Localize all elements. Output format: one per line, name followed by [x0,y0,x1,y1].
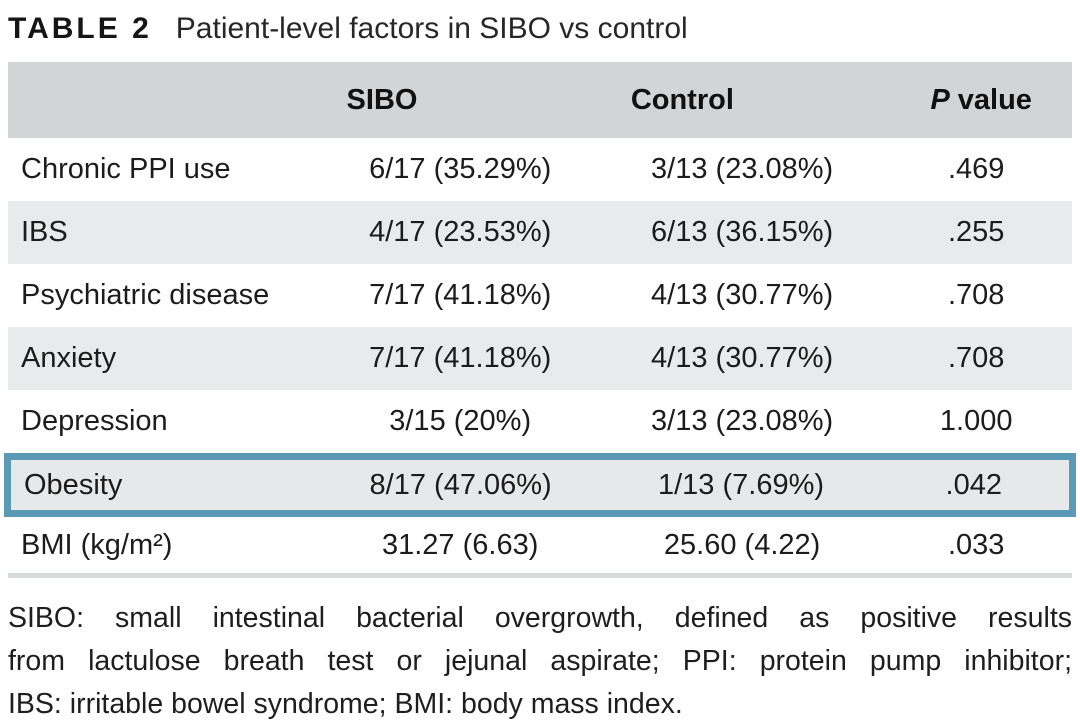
table-row-bmi: BMI (kg/m²) 31.27 (6.63) 25.60 (4.22) .0… [8,517,1072,573]
table-row-anxiety: Anxiety 7/17 (41.18%) 4/13 (30.77%) .708 [8,327,1072,390]
row-label: Chronic PPI use [21,153,231,185]
table-number-label: TABLE 2 [8,12,152,45]
p-value: .255 [947,216,1005,248]
sibo-value: 7/17 (41.18%) [369,342,552,374]
table-row-chronic-ppi-use: Chronic PPI use 6/17 (35.29%) 3/13 (23.0… [8,138,1072,201]
table-row-obesity-highlighted: Obesity 8/17 (47.06%) 1/13 (7.69%) .042 [4,453,1076,517]
table-footnote: SIBO: small intestinal bacterial overgro… [8,597,1072,726]
header-p-rest: value [957,83,1032,116]
control-value: 6/13 (36.15%) [651,216,834,248]
control-value: 1/13 (7.69%) [657,468,825,501]
p-value: .033 [947,528,1005,561]
sibo-value: 4/17 (23.53%) [369,216,552,248]
table-row-psychiatric-disease: Psychiatric disease 7/17 (41.18%) 4/13 (… [8,264,1072,327]
p-value: .469 [947,153,1005,185]
table-caption: Patient-level factors in SIBO vs control [175,12,688,45]
sibo-value: 3/15 (20%) [389,405,532,437]
row-label: Psychiatric disease [21,279,270,311]
table-row-ibs: IBS 4/17 (23.53%) 6/13 (36.15%) .255 [8,201,1072,264]
footnote-line: IBS: irritable bowel syndrome; BMI: body… [8,688,683,720]
header-p-italic: P [930,83,950,116]
row-label: IBS [21,216,68,248]
row-label: Anxiety [21,342,117,374]
p-value: .708 [947,279,1005,311]
header-control: Control [630,83,734,116]
p-value: .042 [945,468,1002,501]
table-bottom-rule [8,573,1072,578]
table-row-depression: Depression 3/15 (20%) 3/13 (23.08%) 1.00… [8,390,1072,453]
control-value: 3/13 (23.08%) [651,405,834,437]
p-value: 1.000 [939,405,1013,437]
sibo-value: 6/17 (35.29%) [369,153,552,185]
sibo-value: 8/17 (47.06%) [369,468,552,501]
sibo-value: 7/17 (41.18%) [369,279,552,311]
table-title: TABLE 2 Patient-level factors in SIBO vs… [8,10,1080,48]
row-label: Obesity [24,468,123,501]
p-value: .708 [947,342,1005,374]
footnote-line: from lactulose breath test or jejunal as… [8,645,1072,677]
sibo-value: 31.27 (6.63) [381,528,539,561]
row-label: Depression [21,405,168,437]
control-value: 4/13 (30.77%) [651,342,834,374]
control-value: 25.60 (4.22) [663,528,821,561]
header-sibo: SIBO [346,83,418,116]
row-label: BMI (kg/m²) [21,528,173,561]
control-value: 4/13 (30.77%) [651,279,834,311]
footnote-line: SIBO: small intestinal bacterial overgro… [8,602,1072,634]
control-value: 3/13 (23.08%) [651,153,834,185]
